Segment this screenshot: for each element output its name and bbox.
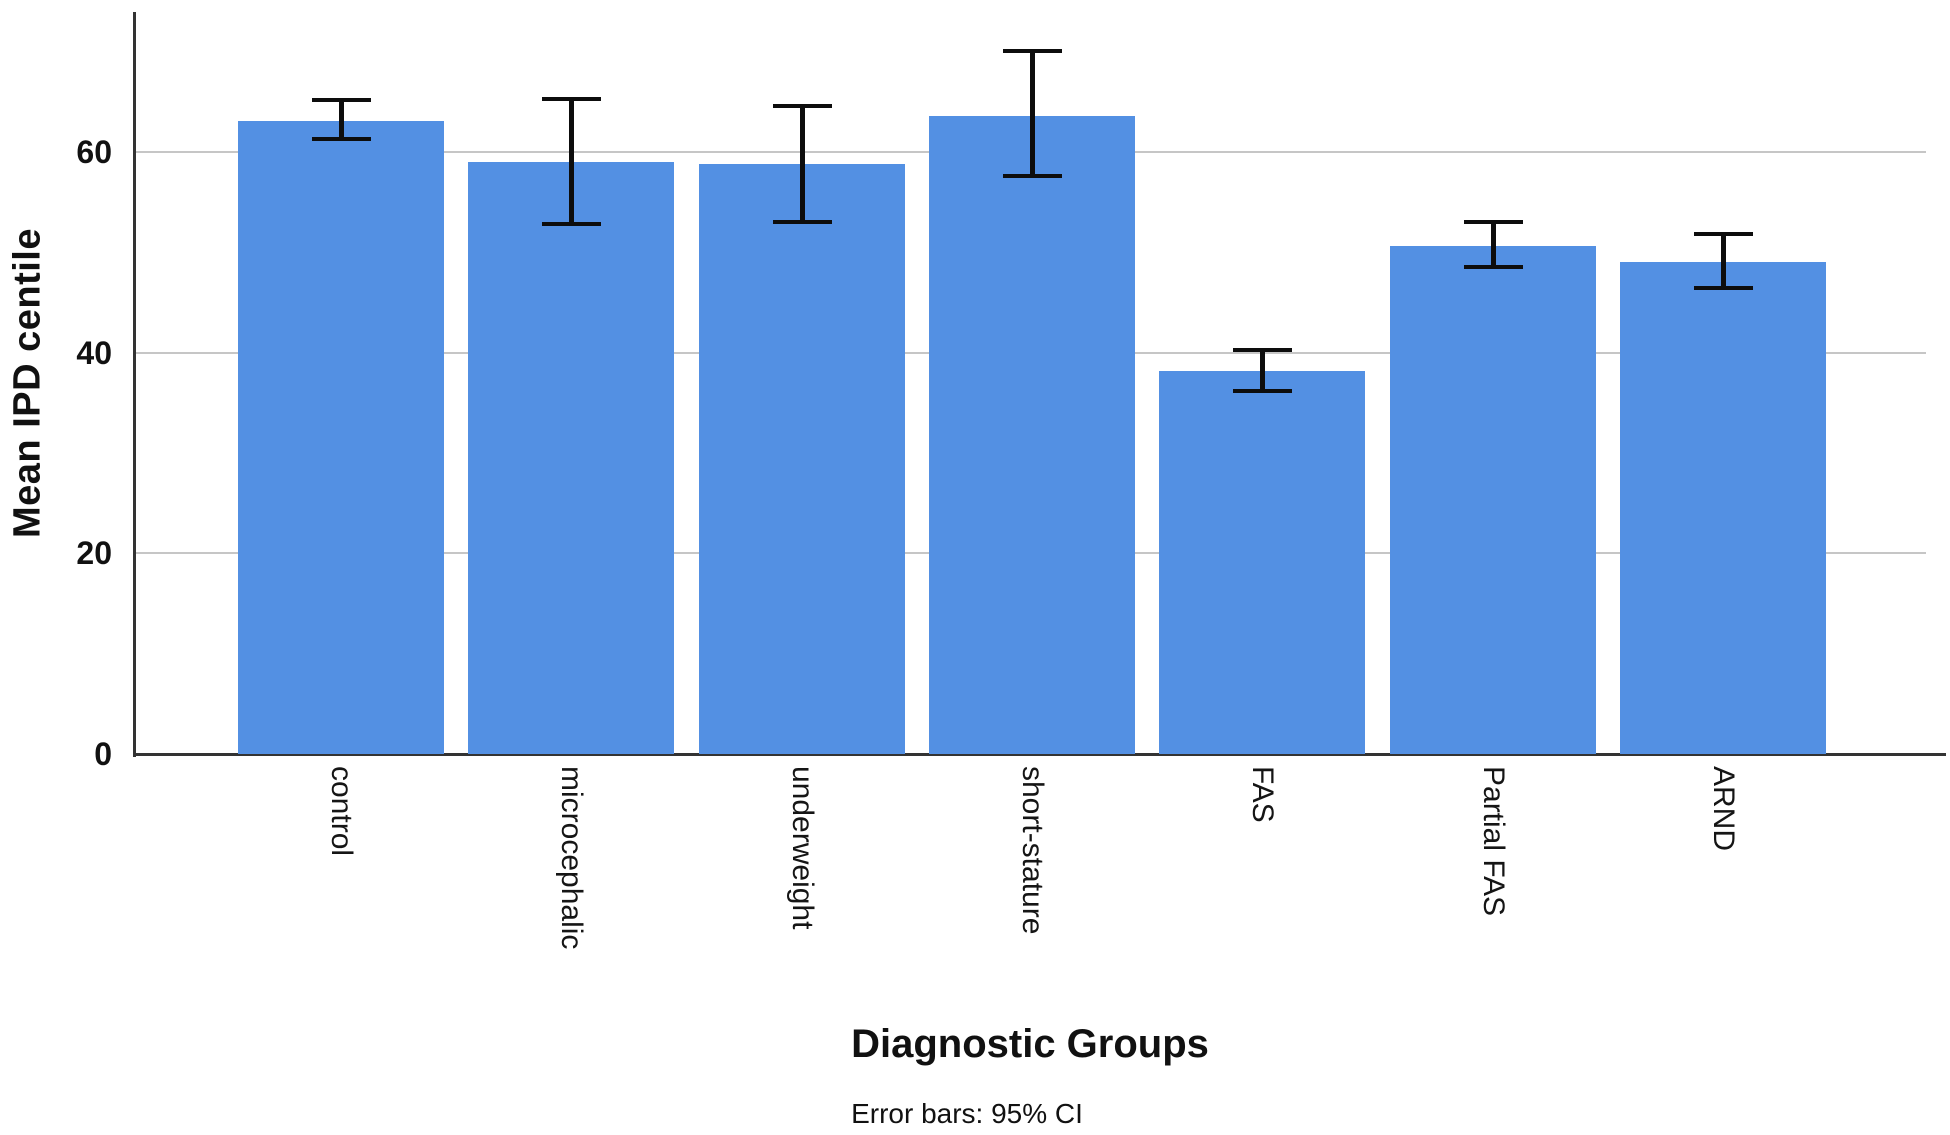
x-category-label: short-stature <box>1016 766 1049 935</box>
x-category-label: FAS <box>1246 766 1279 823</box>
error-bar-cap-top <box>541 97 601 101</box>
error-bar-cap-bottom <box>772 220 832 224</box>
bar <box>238 121 444 754</box>
error-bar-cap-bottom <box>541 222 601 226</box>
x-category-label: underweight <box>786 766 819 930</box>
y-tick-label: 40 <box>76 335 112 371</box>
error-bar-line <box>800 106 805 222</box>
category-label-slot: ARND <box>1620 766 1826 1016</box>
error-bar-cap-top <box>1693 232 1753 236</box>
y-tick-label: 0 <box>94 736 112 772</box>
y-axis-line <box>133 12 136 757</box>
error-bar-cap-top <box>1463 220 1523 224</box>
error-bar-cap-bottom <box>311 137 371 141</box>
category-label-slot: Partial FAS <box>1390 766 1596 1016</box>
x-category-label: Partial FAS <box>1477 766 1510 917</box>
x-axis-title: Diagnostic Groups <box>851 1022 1209 1066</box>
x-category-label: ARND <box>1707 766 1740 852</box>
category-label-slot: short-stature <box>929 766 1135 1016</box>
bar <box>1390 246 1596 754</box>
error-bar-cap-bottom <box>1232 389 1292 393</box>
error-bar-cap-bottom <box>1002 174 1062 178</box>
bar <box>1159 371 1365 754</box>
error-bar-cap-bottom <box>1693 286 1753 290</box>
error-bar-cap-top <box>311 98 371 102</box>
x-category-label: microcephalic <box>555 766 588 950</box>
category-label-slot: microcephalic <box>468 766 674 1016</box>
category-label-slot: control <box>238 766 444 1016</box>
error-bar-line <box>1721 234 1726 288</box>
bar <box>468 162 674 754</box>
y-tick-label: 20 <box>76 535 112 571</box>
error-bar-cap-bottom <box>1463 265 1523 269</box>
error-bar-line <box>1260 350 1265 391</box>
bar <box>1620 262 1826 754</box>
category-label-slot: FAS <box>1159 766 1365 1016</box>
x-category-label: control <box>325 766 358 857</box>
x-axis-line <box>133 753 1946 756</box>
error-bar-cap-top <box>772 104 832 108</box>
error-bar-line <box>339 100 344 139</box>
bar <box>929 116 1135 754</box>
error-bar-line <box>1030 51 1035 176</box>
error-bar-line <box>569 99 574 224</box>
error-bar-cap-top <box>1002 49 1062 53</box>
y-tick-label: 60 <box>76 134 112 170</box>
y-axis-title: Mean IPD centile <box>6 228 49 538</box>
error-bar-line <box>1491 222 1496 267</box>
error-bars-footnote: Error bars: 95% CI <box>851 1098 1083 1129</box>
category-label-slot: underweight <box>699 766 905 1016</box>
bar <box>699 164 905 754</box>
error-bar-cap-top <box>1232 348 1292 352</box>
